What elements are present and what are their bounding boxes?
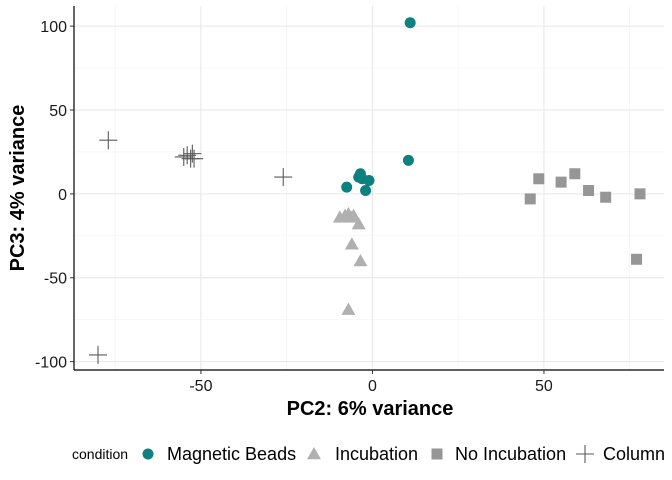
legend-label: Column [603, 444, 665, 464]
series-incubation [332, 207, 368, 315]
legend-item-column: Column [576, 444, 665, 464]
point-column [183, 144, 202, 163]
x-axis-title: PC2: 6% variance [287, 398, 454, 420]
x-tick-label: 0 [368, 378, 377, 395]
legend-item-no-incubation: No Incubation [431, 444, 566, 464]
point-column [99, 131, 118, 150]
legend-key-square-icon [431, 448, 443, 460]
point-no-incubation [631, 253, 643, 265]
point-column [174, 147, 193, 166]
legend-item-incubation: Incubation [307, 444, 418, 464]
legend-label: No Incubation [455, 444, 566, 464]
data-points [89, 17, 646, 364]
point-magnetic-beads [363, 174, 375, 186]
legend: condition Magnetic Beads Incubation No Inc… [72, 444, 665, 464]
point-no-incubation [583, 185, 595, 197]
point-incubation [351, 217, 366, 230]
axes [70, 6, 664, 374]
point-no-incubation [600, 191, 612, 203]
legend-key-circle-icon [142, 448, 154, 460]
point-magnetic-beads [404, 17, 416, 29]
y-tick-label: -50 [44, 271, 67, 288]
point-no-incubation [555, 176, 567, 188]
point-column [178, 146, 197, 165]
point-incubation [346, 208, 361, 221]
tick-labels: -50 0 50 -100 -50 0 50 100 [35, 19, 553, 395]
legend-key-plus-icon [576, 445, 594, 463]
x-tick-label: -50 [189, 378, 212, 395]
point-column [274, 168, 293, 187]
point-magnetic-beads [360, 185, 372, 197]
point-column [89, 345, 108, 364]
point-incubation [341, 302, 356, 315]
y-tick-label: -100 [35, 355, 67, 372]
point-magnetic-beads [341, 181, 353, 193]
series-magnetic-beads [341, 17, 416, 197]
series-no-incubation [524, 168, 646, 265]
legend-label: Magnetic Beads [167, 444, 296, 464]
legend-key-triangle-icon [307, 447, 321, 460]
y-tick-label: 0 [58, 187, 67, 204]
legend-label: Incubation [335, 444, 418, 464]
point-magnetic-beads [402, 154, 414, 166]
y-tick-label: 50 [49, 103, 67, 120]
point-no-incubation [569, 168, 581, 180]
series-column [89, 131, 293, 364]
point-no-incubation [524, 193, 536, 205]
legend-item-magnetic-beads: Magnetic Beads [142, 444, 296, 464]
legend-title: condition [72, 446, 128, 462]
point-incubation [344, 237, 359, 250]
y-axis-title: PC3: 4% variance [7, 105, 29, 272]
point-incubation [353, 253, 368, 267]
point-column [185, 149, 204, 168]
point-no-incubation [634, 188, 646, 200]
point-no-incubation [533, 173, 545, 185]
x-tick-label: 50 [535, 378, 553, 395]
y-tick-label: 100 [40, 19, 67, 36]
